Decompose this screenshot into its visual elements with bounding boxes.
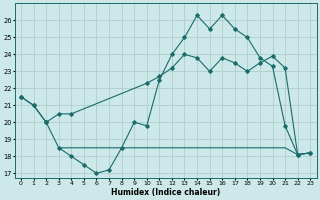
X-axis label: Humidex (Indice chaleur): Humidex (Indice chaleur) <box>111 188 220 197</box>
